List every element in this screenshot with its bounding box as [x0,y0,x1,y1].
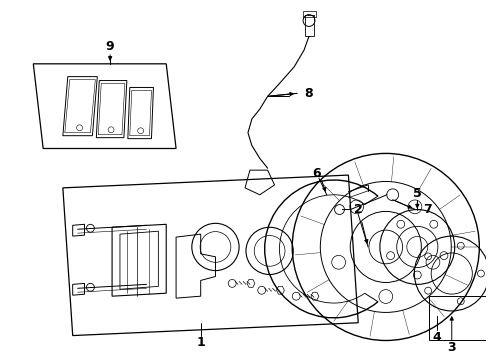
Text: 3: 3 [447,341,456,354]
Bar [429,296,488,341]
Bar [303,11,316,17]
Text: 4: 4 [433,331,441,344]
Text: 2: 2 [354,203,363,216]
Bar [305,15,314,36]
Text: 8: 8 [305,87,313,100]
Text: 9: 9 [106,40,115,53]
Text: 6: 6 [313,167,321,180]
Text: 7: 7 [423,203,432,216]
Text: 5: 5 [413,187,422,200]
Text: 1: 1 [196,336,205,349]
